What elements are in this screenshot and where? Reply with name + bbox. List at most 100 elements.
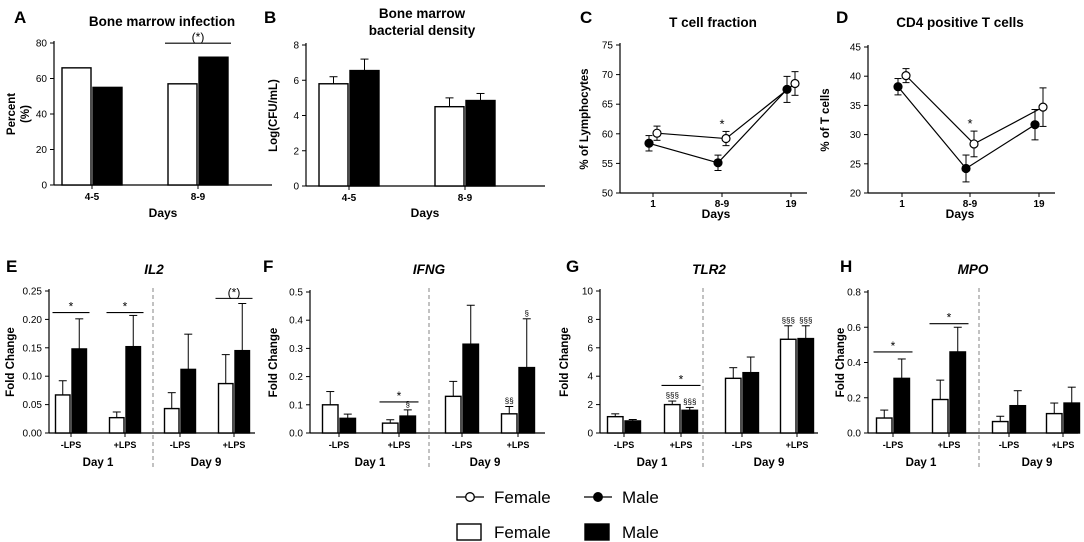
y-axis-label: Log(CFU/mL): [268, 79, 280, 152]
y-tick-label: 50: [602, 189, 614, 200]
x-tick-label: 8-9: [963, 199, 978, 210]
y-tick-label: 4: [587, 372, 593, 383]
y-tick-label: 60: [36, 74, 48, 85]
section-symbol: §§§: [666, 391, 679, 400]
y-tick-label: 20: [850, 189, 862, 200]
significance-marker: *: [891, 339, 896, 353]
panel-letter-h: H: [840, 257, 852, 276]
y-tick-label: 0.00: [23, 429, 43, 440]
bar-male: [399, 415, 417, 434]
day-label: Day 9: [191, 457, 222, 469]
series-line-female: [656, 83, 796, 140]
bar-male: [465, 99, 496, 187]
data-point-female: [969, 139, 979, 149]
data-point-male: [1030, 120, 1040, 130]
bar-female: [1045, 412, 1063, 434]
y-tick-label: 0.05: [23, 400, 43, 411]
bar-female: [875, 417, 893, 434]
y-tick-label: 20: [36, 145, 48, 156]
significance-marker: *: [967, 116, 972, 131]
bar-male: [742, 371, 760, 434]
panel-letter-g: G: [566, 257, 579, 276]
panel-letter-a: A: [14, 8, 26, 27]
x-tick-label: +LPS: [1052, 440, 1075, 450]
y-tick-label: 35: [850, 101, 862, 112]
panel-letter-d: D: [836, 8, 848, 27]
x-tick-label: 8-9: [715, 199, 730, 210]
legend-line-male: Male: [584, 488, 659, 507]
legend-bar-male-label: Male: [622, 523, 659, 542]
bar-male: [949, 351, 967, 434]
data-point-male: [713, 158, 723, 168]
bar-male: [125, 345, 142, 434]
section-symbol: §: [406, 400, 410, 409]
x-axis-label: Days: [946, 207, 975, 221]
day-label: Day 1: [355, 457, 386, 469]
significance-marker: *: [69, 300, 74, 314]
bar-male: [71, 348, 88, 434]
significance-marker: *: [123, 300, 128, 314]
y-tick-label: 25: [850, 159, 862, 170]
bar-female: [991, 420, 1009, 434]
section-symbol: §§: [505, 396, 514, 405]
y-tick-label: 0.2: [289, 372, 303, 383]
significance-marker: *: [679, 372, 684, 386]
y-tick-label: 0.1: [289, 400, 303, 411]
y-tick-label: 10: [582, 287, 594, 298]
legend-line-female: Female: [456, 488, 551, 507]
bar-female: [444, 395, 462, 434]
y-tick-label: 30: [850, 130, 862, 141]
y-axis-label: Fold Change: [559, 327, 571, 397]
x-tick-label: +LPS: [670, 440, 693, 450]
bar-female: [163, 407, 180, 434]
y-axis-label: Fold Change: [268, 328, 280, 398]
y-tick-label: 0.8: [847, 288, 861, 299]
x-tick-label: -LPS: [61, 440, 82, 450]
x-tick-label: -LPS: [170, 440, 191, 450]
x-tick-label: +LPS: [507, 440, 530, 450]
bar-female: [167, 83, 198, 186]
x-tick-label: 4-5: [85, 192, 100, 203]
day-label: Day 1: [83, 457, 114, 469]
y-tick-label: 0.4: [847, 358, 861, 369]
x-tick-label: 1: [899, 199, 905, 210]
chart-title: CD4 positive T cells: [896, 15, 1024, 30]
y-tick-label: 45: [850, 43, 862, 54]
y-tick-label: 0.25: [23, 287, 43, 298]
x-tick-label: +LPS: [223, 440, 246, 450]
day-label: Day 9: [1022, 457, 1053, 469]
section-symbol: §§§: [782, 316, 795, 325]
significance-marker: *: [719, 116, 724, 131]
panel-letter-e: E: [6, 257, 17, 276]
y-tick-label: 0: [293, 182, 299, 193]
legend-line-female-label: Female: [494, 488, 551, 507]
bar-female: [108, 416, 125, 434]
day-label: Day 1: [637, 457, 668, 469]
panel-g: G TLR2 0 2 4 6 8 10 Fold Change -LPS +LPS -LPS +LPS *…: [559, 257, 818, 469]
y-tick-label: 0.20: [23, 315, 43, 326]
bar-female: [54, 394, 71, 434]
bar-female: [663, 403, 681, 434]
chart-title: IFNG: [413, 262, 446, 277]
y-tick-label: 0: [41, 181, 47, 192]
y-tick-label: 8: [293, 41, 299, 52]
section-symbol: §: [525, 309, 529, 318]
bar-male: [624, 420, 642, 434]
significance-marker: *: [947, 311, 952, 325]
chart-title: IL2: [144, 262, 164, 277]
chart-title-line2: bacterial density: [369, 23, 476, 38]
x-axis-label: Days: [411, 206, 440, 220]
bar-male: [797, 337, 815, 434]
bar-male: [198, 56, 229, 186]
panel-d: D CD4 positive T cells 20 25 30 35 40 45 % of T …: [820, 8, 1055, 221]
x-tick-label: 4-5: [342, 193, 357, 204]
bar-female: [61, 67, 92, 186]
y-tick-label: 0.10: [23, 372, 43, 383]
legend-bar-male: Male: [584, 523, 659, 542]
x-tick-label: 19: [1033, 199, 1045, 210]
chart-title: Bone marrow infection: [89, 14, 235, 29]
bar-female: [931, 398, 949, 434]
panel-letter-f: F: [263, 257, 273, 276]
section-symbol: §§§: [683, 397, 696, 406]
